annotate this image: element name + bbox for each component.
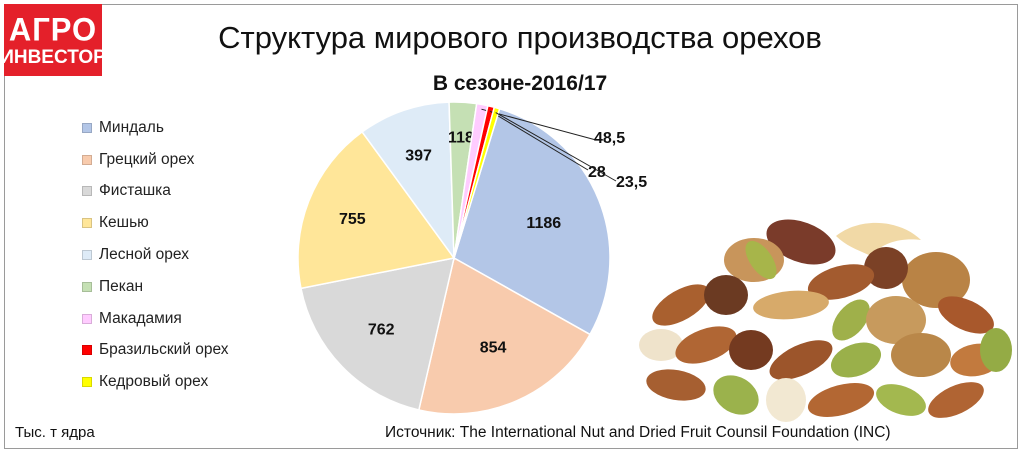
chart-title: Структура мирового производства орехов	[218, 20, 822, 55]
leader-line	[495, 112, 617, 182]
legend-swatch	[82, 345, 92, 356]
leader-line	[481, 108, 597, 141]
slice-data-label: 118	[448, 130, 474, 147]
legend-label: Грецкий орех	[99, 150, 195, 168]
legend-item: Грецкий орех	[82, 144, 229, 176]
legend-item: Фисташка	[82, 176, 229, 208]
legend-label: Фисташка	[99, 182, 171, 200]
pie-slice	[300, 257, 455, 411]
legend-item: Миндаль	[82, 112, 229, 144]
slice-data-label: 854	[480, 339, 507, 356]
legend-item: Кешью	[82, 207, 229, 239]
legend-swatch	[82, 218, 92, 229]
unit-label: Тыс. т ядра	[15, 424, 95, 441]
source-note: Источник: The International Nut and Drie…	[385, 424, 891, 441]
legend-item: Бразильский орех	[82, 335, 229, 367]
legend-label: Кешью	[99, 214, 149, 232]
legend-item: Лесной орех	[82, 239, 229, 271]
legend-label: Пекан	[99, 277, 144, 295]
legend-swatch	[82, 250, 92, 261]
legend-swatch	[82, 122, 92, 133]
slice-data-label: 755	[339, 211, 366, 228]
legend-label: Кедровый орех	[99, 373, 209, 391]
logo-line-1: АГРО	[8, 10, 98, 48]
legend-item: Макадамия	[82, 303, 229, 335]
legend-label: Лесной орех	[99, 246, 189, 264]
slice-data-label: 48,5	[594, 130, 625, 147]
logo-line-2: ИНВЕСТОР	[0, 46, 106, 68]
legend-item: Кедровый орех	[82, 366, 229, 398]
pie-slice	[417, 256, 592, 415]
legend-label: Бразильский орех	[99, 341, 229, 359]
slice-data-label: 23,5	[616, 174, 647, 191]
slice-data-label: 28	[588, 164, 606, 181]
legend-label: Макадамия	[99, 309, 182, 327]
pie-slice	[361, 101, 455, 261]
legend-swatch	[82, 154, 92, 165]
slice-data-label: 1186	[526, 215, 561, 232]
legend-swatch	[82, 313, 92, 324]
legend-swatch	[82, 377, 92, 388]
leader-line	[489, 110, 589, 171]
legend-swatch	[82, 281, 92, 292]
chart-legend: Миндаль Грецкий орех Фисташка Кешью Лесной о…	[82, 112, 229, 398]
chart-subtitle: В сезоне-2016/17	[432, 72, 608, 95]
pie-slice	[297, 130, 456, 290]
slice-data-label: 397	[405, 148, 432, 165]
agroinvestor-logo: АГРО ИНВЕСТОР	[0, 4, 106, 76]
nuts-illustration	[639, 219, 1012, 422]
legend-label: Миндаль	[99, 118, 164, 136]
nuts-picture	[639, 219, 1012, 422]
pie-slice	[453, 106, 501, 259]
legend-item: Пекан	[82, 271, 229, 303]
slice-data-label: 762	[368, 322, 395, 339]
legend-swatch	[82, 186, 92, 197]
pie-slice	[453, 107, 611, 336]
